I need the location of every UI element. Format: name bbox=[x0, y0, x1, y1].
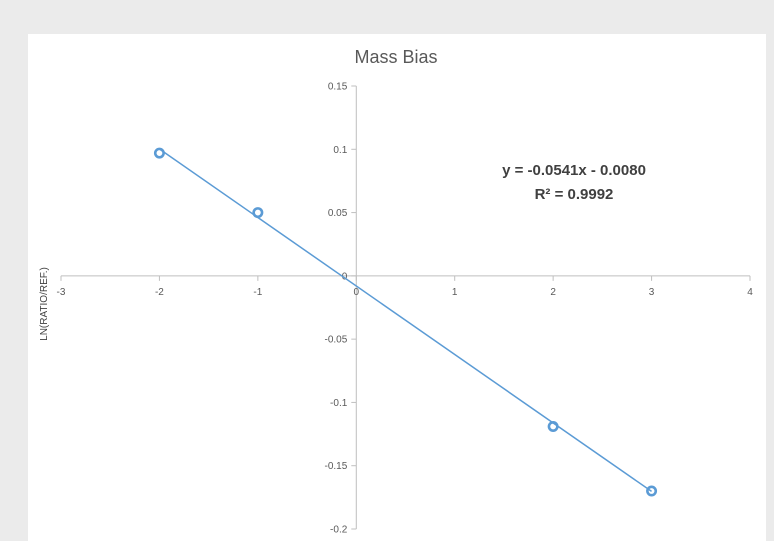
x-tick-label: 0 bbox=[354, 287, 360, 298]
chart-title: Mass Bias bbox=[354, 47, 437, 67]
r-squared-label: R² = 0.9992 bbox=[535, 186, 614, 203]
y-tick-label: -0.1 bbox=[330, 398, 348, 409]
y-tick-label: 0.05 bbox=[328, 208, 348, 219]
x-tick-label: -3 bbox=[57, 287, 66, 298]
chart-area: Mass Bias LN(RATIO/REF.) -3 -2 -1 0 1 2 3 4 0.1… bbox=[28, 34, 766, 541]
y-tick-label: 0.15 bbox=[328, 82, 348, 93]
y-axis-label: LN(RATIO/REF.) bbox=[39, 267, 50, 341]
x-tick-label: 2 bbox=[550, 287, 556, 298]
x-tick-label: 4 bbox=[747, 287, 753, 298]
y-tick-label: -0.2 bbox=[330, 525, 348, 536]
x-tick-label: -2 bbox=[155, 287, 164, 298]
data-point bbox=[646, 485, 658, 497]
data-point bbox=[547, 420, 559, 432]
y-axis-ticks: 0.15 0.1 0.05 0 -0.05 -0.1 -0.15 -0.2 bbox=[324, 82, 357, 536]
y-tick-label: 0 bbox=[342, 271, 348, 282]
x-axis-ticks: -3 -2 -1 0 1 2 3 4 bbox=[57, 275, 753, 298]
y-tick-label: -0.05 bbox=[324, 335, 347, 346]
axes bbox=[61, 86, 750, 529]
trendline-group bbox=[159, 148, 652, 493]
mass-bias-chart: Mass Bias LN(RATIO/REF.) -3 -2 -1 0 1 2 3 4 0.1… bbox=[39, 47, 753, 536]
x-tick-label: 1 bbox=[452, 287, 458, 298]
y-tick-label: -0.15 bbox=[324, 461, 347, 472]
data-point bbox=[252, 207, 264, 219]
trendline-equation: y = -0.0541x - 0.0080 bbox=[502, 162, 646, 179]
x-tick-label: -1 bbox=[253, 287, 262, 298]
linear-trendline bbox=[159, 148, 652, 493]
data-points bbox=[153, 147, 658, 497]
y-tick-label: 0.1 bbox=[333, 145, 347, 156]
data-point bbox=[153, 147, 165, 159]
x-tick-label: 3 bbox=[649, 287, 655, 298]
